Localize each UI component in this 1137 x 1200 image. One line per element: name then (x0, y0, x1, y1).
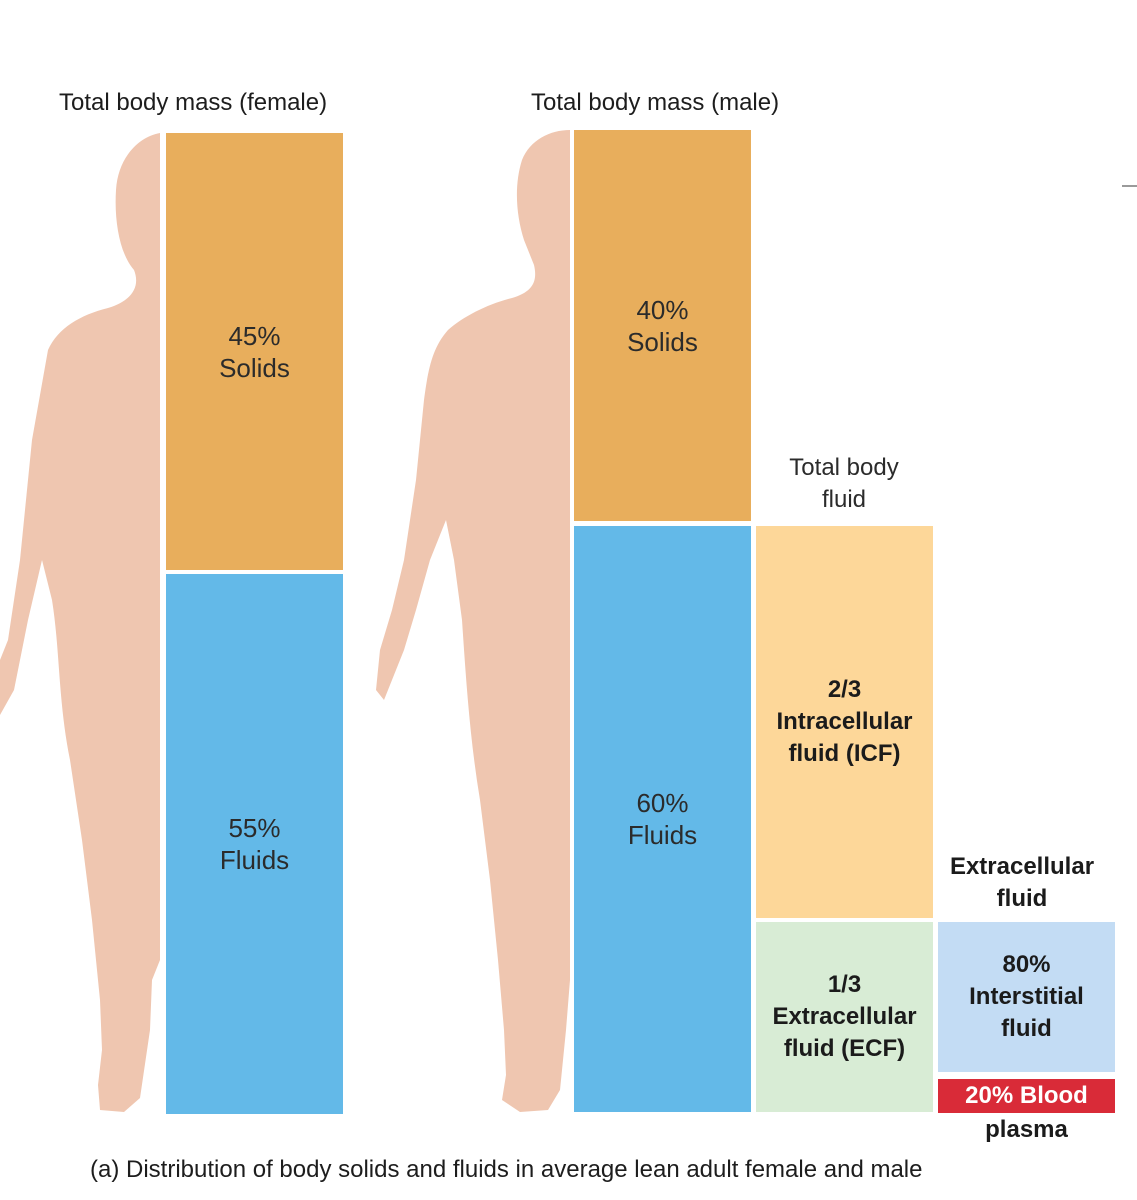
figure-caption: (a) Distribution of body solids and flui… (90, 1156, 923, 1183)
ecf-label-line2: fluid (ECF) (783, 1035, 906, 1062)
interstitial-percent: 80% (1002, 951, 1051, 978)
female-silhouette (0, 133, 160, 1112)
ecf-block: 1/3 Extracellular fluid (ECF) (756, 922, 933, 1112)
icf-block: 2/3 Intracellular fluid (ICF) (756, 526, 933, 918)
female-fluids-block: 55% Fluids (166, 574, 343, 1114)
female-fluids-percent: 55% (228, 813, 281, 843)
blood-plasma-text: 20% Blood (965, 1082, 1088, 1109)
blood-plasma-block: 20% Blood (938, 1079, 1115, 1113)
male-fluids-block: 60% Fluids (574, 526, 751, 1112)
male-fluids-percent: 60% (636, 788, 689, 818)
interstitial-label-line1: Interstitial (969, 983, 1084, 1010)
male-solids-label: Solids (627, 326, 698, 357)
ecf-fraction: 1/3 (827, 971, 862, 998)
male-total-mass-title: Total body mass (male) (531, 89, 780, 116)
male-solids-block: 40% Solids (574, 130, 751, 521)
icf-label-line1: Intracellular (776, 708, 913, 735)
blood-plasma-label: plasma (985, 1116, 1068, 1143)
extracellular-fluid-label: Extracellular fluid (949, 853, 1095, 912)
female-total-mass-title: Total body mass (female) (59, 89, 328, 116)
icf-label-line2: fluid (ICF) (788, 740, 901, 767)
male-silhouette (376, 130, 570, 1112)
female-fluids-label: Fluids (219, 845, 290, 875)
female-solids-block: 45% Solids (166, 133, 343, 570)
edge-tick-mark (1122, 185, 1137, 187)
icf-fraction: 2/3 (827, 676, 862, 703)
male-fluids-label: Fluids (627, 820, 698, 850)
male-solids-percent: 40% (636, 294, 689, 325)
interstitial-fluid-block: 80% Interstitial fluid (938, 922, 1115, 1072)
ecf-label-line1: Extracellular (772, 1003, 917, 1030)
female-solids-percent: 45% (228, 320, 281, 351)
female-solids-label: Solids (219, 352, 290, 383)
total-body-fluid-label: Total body fluid (789, 454, 899, 513)
interstitial-label-line2: fluid (1001, 1015, 1052, 1042)
